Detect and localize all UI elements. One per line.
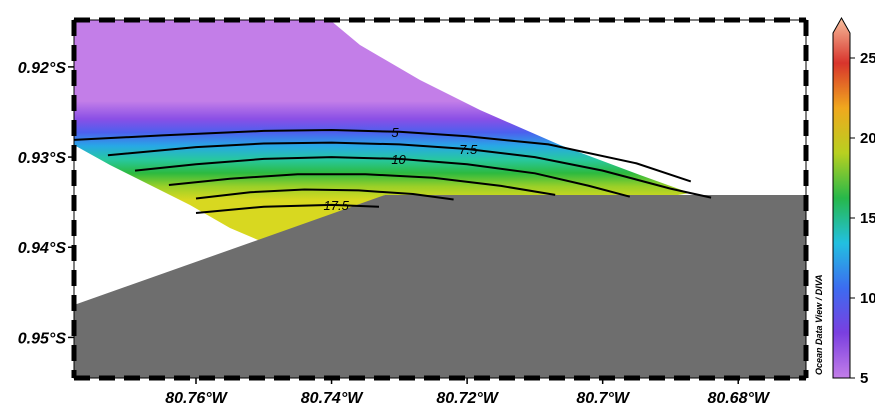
contour-line-4: [195, 188, 454, 201]
x-tick-label: 80.72°W: [436, 390, 499, 407]
y-tick-labels: 0.92°S 0.93°S 0.94°S 0.95°S: [18, 60, 74, 347]
contour-line-5: [195, 203, 380, 214]
colorbar-tick-label: 10: [860, 290, 875, 307]
colorbar-tick-label: 5: [860, 370, 868, 387]
land-mass: [74, 195, 806, 378]
contour-layer: 5 7.5 10 17.5: [74, 125, 712, 214]
contour-line-0: [74, 128, 692, 183]
data-field: [74, 20, 690, 245]
contour-line-2: [134, 156, 631, 198]
contour-label: 10: [391, 152, 406, 167]
colorbar-tick-label: 25: [860, 50, 875, 67]
x-tick-label: 80.68°W: [707, 390, 770, 407]
contour-label: 17.5: [324, 198, 350, 213]
y-tick-label: 0.93°S: [18, 150, 67, 167]
x-tick-label: 80.76°W: [165, 390, 228, 407]
x-tick-labels: 80.76°W 80.74°W 80.72°W 80.7°W 80.68°W: [165, 378, 771, 407]
y-tick-label: 0.95°S: [18, 330, 67, 347]
x-tick-label: 80.74°W: [301, 390, 364, 407]
contour-line-3: [168, 173, 556, 196]
contour-label: 5: [391, 125, 399, 140]
contour-label: 7.5: [459, 142, 478, 157]
map-frame: [71, 17, 809, 381]
contour-line-1: [107, 141, 712, 199]
colorbar-tick-label: 20: [860, 130, 875, 147]
colorbar: 5 10 15 20 25: [832, 16, 875, 387]
frame-outline: [73, 19, 807, 379]
x-tick-label: 80.7°W: [576, 390, 631, 407]
y-tick-label: 0.92°S: [18, 60, 67, 77]
y-tick-label: 0.94°S: [18, 240, 67, 257]
credit-label: Ocean Data View / DIVA: [814, 274, 824, 375]
colorbar-ticks: 5 10 15 20 25: [850, 50, 875, 387]
colorbar-bar: [832, 16, 851, 379]
colorbar-tick-label: 15: [860, 210, 875, 227]
